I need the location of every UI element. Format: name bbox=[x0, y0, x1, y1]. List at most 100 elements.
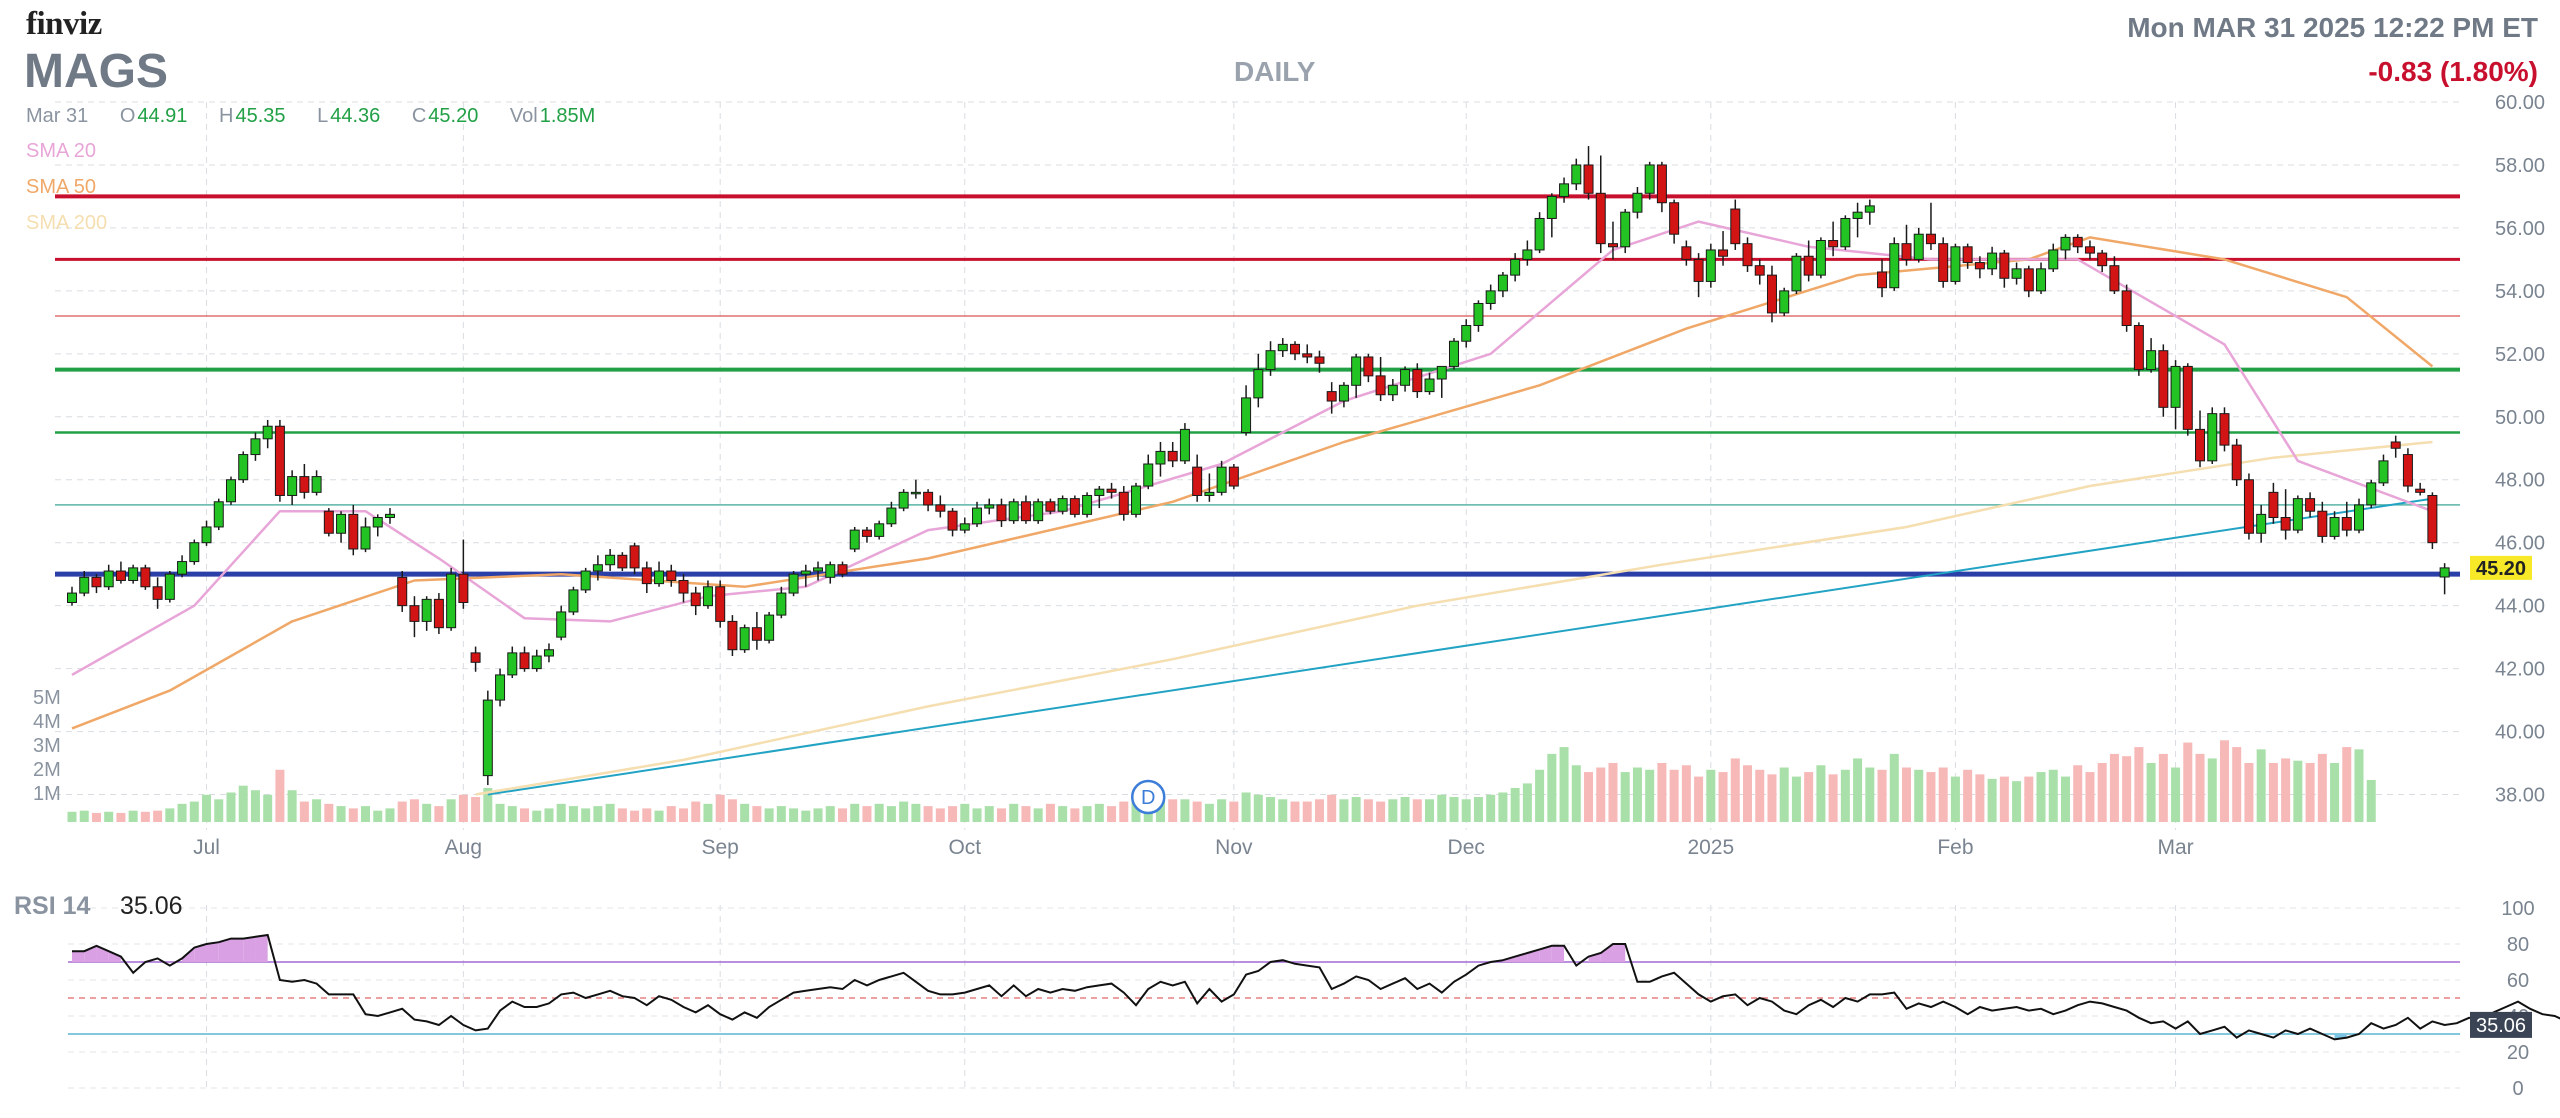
candle-body bbox=[1057, 498, 1068, 512]
volume-bar bbox=[1388, 799, 1398, 822]
y-tick-label: 52.00 bbox=[2495, 344, 2545, 366]
candle-body bbox=[250, 438, 261, 456]
volume-bar bbox=[1486, 794, 1496, 822]
volume-bar bbox=[1290, 801, 1300, 822]
candle-body bbox=[2182, 365, 2193, 430]
legend-sma20[interactable]: SMA 20 bbox=[26, 140, 97, 162]
low-value: 44.36 bbox=[330, 105, 381, 127]
rsi-y-tick-label: 100 bbox=[2501, 898, 2534, 920]
candle-body bbox=[152, 586, 163, 600]
legend-sma50[interactable]: SMA 50 bbox=[26, 176, 97, 198]
volume-bar bbox=[2024, 776, 2034, 822]
candle-body bbox=[1302, 353, 1313, 358]
candle-body bbox=[641, 567, 652, 585]
volume-bar bbox=[2122, 756, 2132, 822]
volume-bar bbox=[1278, 799, 1288, 822]
y-tick-label: 48.00 bbox=[2495, 470, 2545, 492]
volume-bar bbox=[1302, 801, 1312, 822]
volume-bar bbox=[1584, 772, 1594, 822]
timeframe-label[interactable]: DAILY bbox=[1234, 56, 1316, 87]
finviz-logo[interactable]: finviz bbox=[26, 6, 102, 42]
x-tick-label: Aug bbox=[445, 836, 482, 859]
volume-bar bbox=[2256, 749, 2266, 822]
candle-body bbox=[910, 491, 921, 495]
candle-body bbox=[935, 504, 946, 512]
candle-body bbox=[519, 652, 530, 670]
candle-body bbox=[1962, 246, 1973, 264]
candle-body bbox=[1705, 249, 1716, 282]
volume-bar bbox=[1755, 769, 1765, 822]
candle-body bbox=[1179, 428, 1190, 462]
legend-sma200[interactable]: SMA 200 bbox=[26, 212, 108, 234]
rsi-overbought-fill bbox=[194, 944, 207, 962]
candle-body bbox=[2280, 517, 2291, 531]
candle-body bbox=[1118, 491, 1129, 515]
candle-body bbox=[690, 592, 701, 607]
candle-body bbox=[1253, 369, 1264, 399]
volume-bar bbox=[1009, 803, 1019, 822]
rsi-line bbox=[72, 933, 2560, 1041]
candle-body bbox=[1607, 243, 1618, 248]
candle-body bbox=[2329, 517, 2340, 537]
volume-bar bbox=[1021, 806, 1031, 822]
volume-bar bbox=[1559, 747, 1569, 822]
volume-bar bbox=[1522, 783, 1532, 822]
candle-body bbox=[1094, 488, 1105, 496]
volume-bar bbox=[324, 803, 334, 822]
candle-body bbox=[2097, 252, 2108, 267]
candle-body bbox=[372, 517, 383, 528]
candle-body bbox=[617, 554, 628, 569]
volume-bar bbox=[556, 803, 566, 822]
candle-body bbox=[1803, 255, 1814, 276]
grid-lines bbox=[55, 101, 2460, 1090]
candle-body bbox=[495, 674, 506, 701]
volume-bar bbox=[568, 806, 578, 822]
volume-bar bbox=[2012, 781, 2022, 822]
volume-bar bbox=[312, 799, 322, 822]
volume-bar bbox=[1498, 792, 1508, 822]
volume-bar bbox=[1547, 753, 1557, 822]
candle-body bbox=[1008, 501, 1019, 522]
volume-bar bbox=[116, 812, 126, 822]
candle-body bbox=[727, 620, 738, 651]
candle-body bbox=[201, 526, 212, 544]
volume-bar bbox=[458, 794, 468, 822]
y-tick-label: 44.00 bbox=[2495, 596, 2545, 618]
volume-bar bbox=[2109, 753, 2119, 822]
volume-bar bbox=[1999, 776, 2009, 822]
x-tick-label: Oct bbox=[948, 836, 981, 859]
x-tick-label: Jul bbox=[193, 836, 220, 859]
candle-body bbox=[984, 504, 995, 509]
candle-body bbox=[1644, 164, 1655, 194]
volume-bar bbox=[422, 803, 432, 822]
x-tick-label: 2025 bbox=[1687, 836, 1734, 859]
volume-bar bbox=[1094, 803, 1104, 822]
volume-bar bbox=[1963, 769, 1973, 822]
candle-body bbox=[1277, 343, 1288, 352]
candle-body bbox=[274, 425, 285, 496]
candle-body bbox=[1632, 192, 1643, 213]
candle-body bbox=[2415, 488, 2426, 493]
candle-body bbox=[2341, 517, 2352, 531]
candle-body bbox=[2305, 498, 2316, 512]
rsi-overbought-fill bbox=[1612, 944, 1626, 962]
rsi-overbought-fill bbox=[1588, 953, 1601, 962]
volume-bar bbox=[837, 808, 847, 822]
candle-body bbox=[1864, 205, 1875, 213]
volume-bar bbox=[2048, 769, 2058, 822]
volume-bar bbox=[177, 803, 187, 822]
volume-bar bbox=[1192, 801, 1202, 822]
volume-bar bbox=[275, 769, 285, 822]
volume-bar bbox=[666, 806, 676, 822]
volume-bar bbox=[948, 806, 958, 822]
candle-body bbox=[397, 576, 408, 607]
candle-body bbox=[421, 598, 432, 622]
volume-bar bbox=[1241, 792, 1251, 822]
candle-body bbox=[1265, 350, 1276, 371]
volume-bar bbox=[1400, 797, 1410, 822]
volume-bar bbox=[1412, 799, 1422, 822]
ohlc-date: Mar 31 bbox=[26, 105, 89, 127]
open-value: 44.91 bbox=[137, 105, 188, 127]
x-tick-label: Dec bbox=[1448, 836, 1485, 859]
